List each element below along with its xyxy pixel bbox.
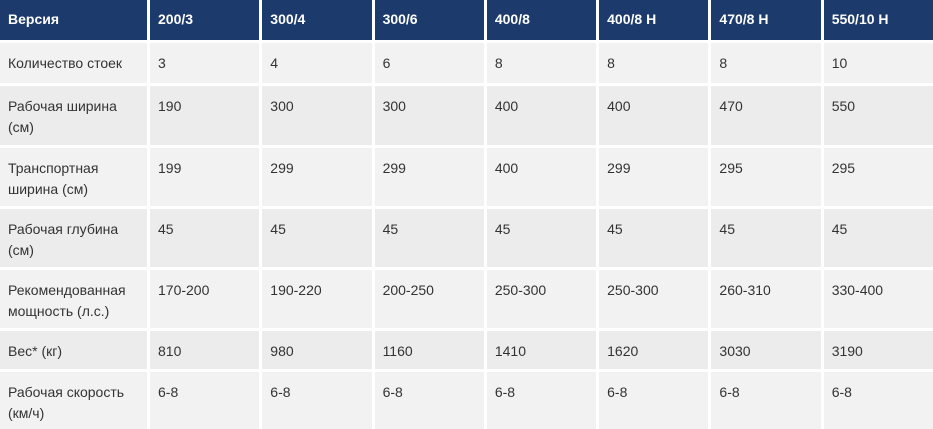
header-cell: 300/4 [262,0,372,40]
table-cell: 980 [262,331,372,369]
table-cell: 6-8 [150,372,260,429]
table-cell: 190 [150,86,260,145]
table-cell: 3030 [711,331,821,369]
table-cell: 550 [823,86,933,145]
table-cell: 8 [599,43,709,83]
table-cell: 295 [823,148,933,206]
row-label: Рекомендованная мощность (л.с.) [0,270,147,328]
table-cell: 45 [374,209,484,267]
table-cell: 6-8 [599,372,709,429]
table-cell: 1410 [486,331,597,369]
table-cell: 8 [711,43,821,83]
table-cell: 6-8 [711,372,821,429]
header-cell: 400/8 [486,0,597,40]
table-cell: 6 [374,43,484,83]
table-cell: 45 [711,209,821,267]
header-cell: 300/6 [374,0,484,40]
table-cell: 45 [599,209,709,267]
row-label: Вес* (кг) [0,331,147,369]
table-cell: 45 [262,209,372,267]
header-cell: Версия [0,0,147,40]
table-cell: 470 [711,86,821,145]
header-cell: 550/10 H [823,0,933,40]
row-label: Количество стоек [0,43,147,83]
table-cell: 250-300 [599,270,709,328]
row-label: Рабочая глубина (см) [0,209,147,267]
table-cell: 299 [599,148,709,206]
table-cell: 260-310 [711,270,821,328]
table-cell: 190-220 [262,270,372,328]
row-label: Рабочая ширина (см) [0,86,147,145]
table-cell: 400 [599,86,709,145]
table-cell: 299 [262,148,372,206]
table-cell: 6-8 [374,372,484,429]
table-cell: 199 [150,148,260,206]
table-cell: 45 [486,209,597,267]
table-cell: 810 [150,331,260,369]
table-cell: 6-8 [486,372,597,429]
table-cell: 300 [374,86,484,145]
table-cell: 250-300 [486,270,597,328]
table-cell: 3 [150,43,260,83]
row-label: Рабочая скорость (км/ч) [0,372,147,429]
table-cell: 3190 [823,331,933,369]
header-cell: 200/3 [150,0,260,40]
table-cell: 45 [150,209,260,267]
table-cell: 400 [486,148,597,206]
table-cell: 300 [262,86,372,145]
table-cell: 4 [262,43,372,83]
table-cell: 1160 [374,331,484,369]
table-cell: 200-250 [374,270,484,328]
table-cell: 295 [711,148,821,206]
table-cell: 299 [374,148,484,206]
header-cell: 400/8 H [599,0,709,40]
table-cell: 1620 [599,331,709,369]
table-cell: 8 [486,43,597,83]
table-cell: 6-8 [823,372,933,429]
table-cell: 170-200 [150,270,260,328]
table-cell: 400 [486,86,597,145]
table-cell: 10 [823,43,933,83]
table-cell: 330-400 [823,270,933,328]
table-cell: 6-8 [262,372,372,429]
table-cell: 45 [823,209,933,267]
header-cell: 470/8 H [711,0,821,40]
row-label: Транспортная ширина (см) [0,148,147,206]
